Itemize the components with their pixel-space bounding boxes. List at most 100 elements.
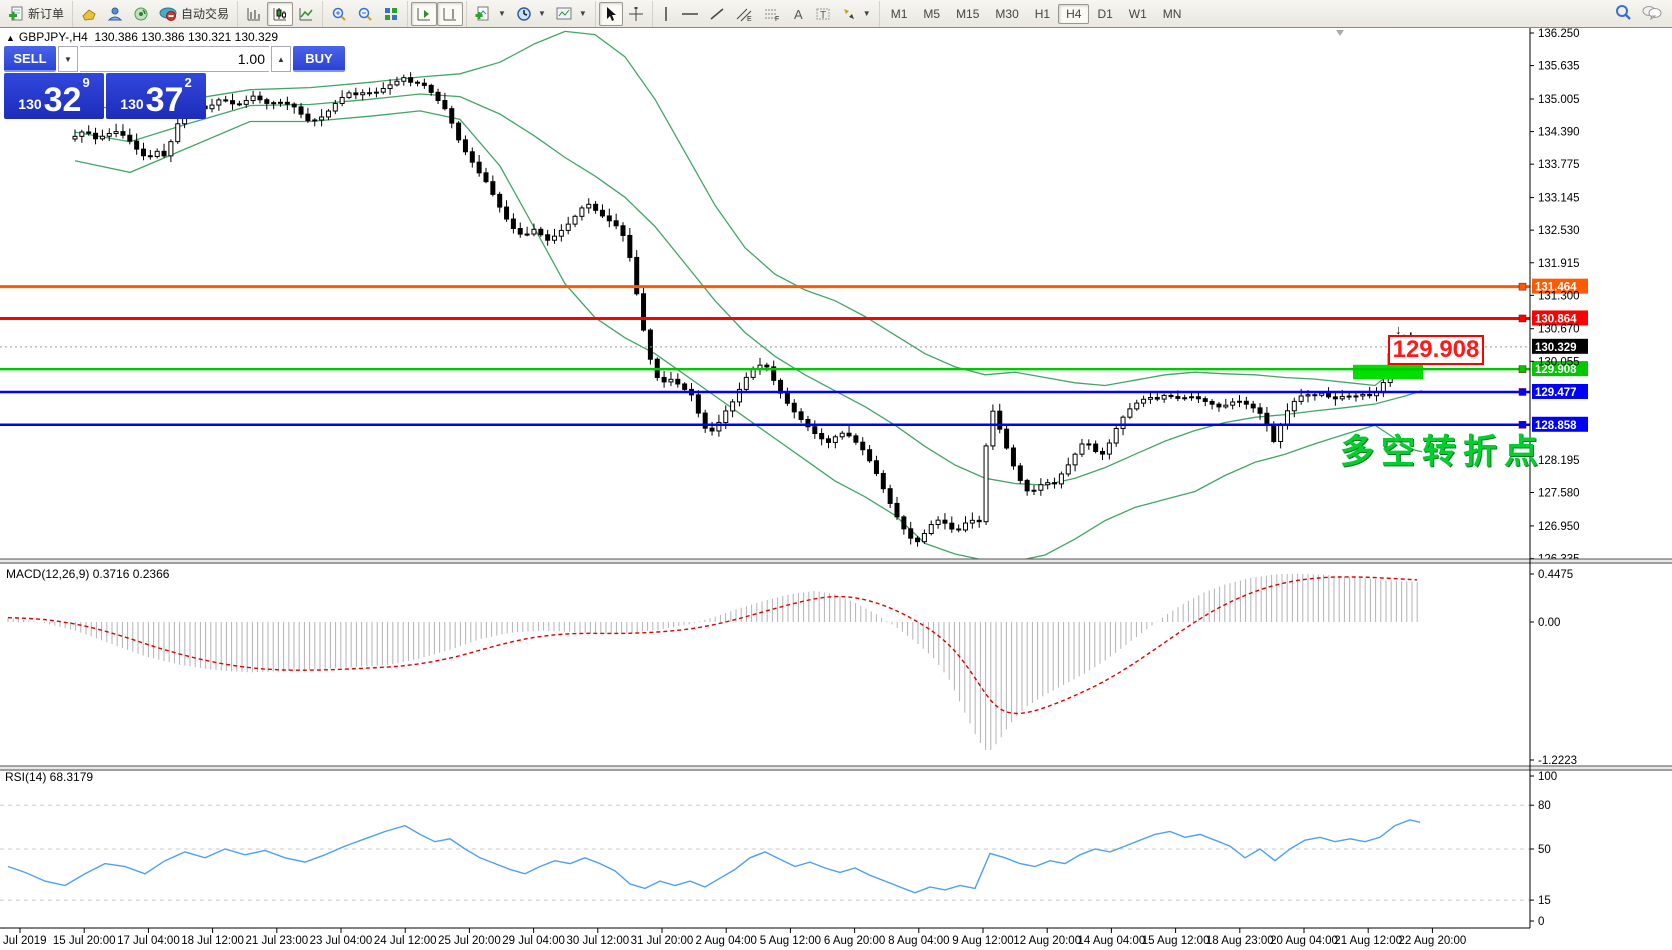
tf-w1[interactable]: W1 <box>1128 6 1147 21</box>
layout-button[interactable] <box>76 2 102 26</box>
tf-m15[interactable]: M15 <box>956 6 980 21</box>
pane-splitter[interactable] <box>0 559 1672 564</box>
support-zone-rect[interactable] <box>1353 364 1423 380</box>
sell-price-point: 9 <box>82 75 90 90</box>
vertical-line-button[interactable] <box>656 2 676 26</box>
candle-body <box>120 131 126 136</box>
candle-body <box>1004 428 1010 449</box>
tf-h4[interactable]: H4 <box>1058 3 1090 24</box>
time-axis-label: 17 Jul 04:00 <box>117 935 180 947</box>
candle-body <box>1230 401 1236 406</box>
profile-button[interactable] <box>102 2 128 26</box>
tf-m30[interactable]: M30 <box>995 6 1019 21</box>
arrows-button[interactable]: ▼ <box>836 2 876 26</box>
candle-body <box>1010 447 1016 467</box>
chat-icon[interactable] <box>1642 4 1662 23</box>
trendline-button[interactable] <box>704 2 730 26</box>
candle-body <box>572 215 578 225</box>
volume-decrease-button[interactable]: ▼ <box>58 46 78 72</box>
periods-button[interactable]: ▼ <box>511 2 551 26</box>
price-axis-label: 127.580 <box>1538 488 1580 500</box>
time-axis-label: 30 Jul 12:00 <box>566 935 629 947</box>
zoom-in-button[interactable] <box>326 2 352 26</box>
candle-body <box>1243 400 1249 405</box>
line-anchor-marker <box>1518 282 1527 291</box>
tile-windows-button[interactable] <box>378 2 404 26</box>
candle-body <box>613 220 619 227</box>
chart-header: ▲ GBPJPY-,H4 130.386 130.386 130.321 130.… <box>6 30 278 44</box>
tf-m1[interactable]: M1 <box>890 6 908 21</box>
zoom-out-button[interactable] <box>352 2 378 26</box>
fibonacci-button[interactable]: F <box>758 2 786 26</box>
horizontal-line-button[interactable] <box>676 2 704 26</box>
candle-body <box>805 418 811 428</box>
new-order-icon <box>8 6 24 22</box>
candle-body <box>709 427 715 432</box>
candle-body <box>510 218 516 230</box>
price-axis-label: 131.300 <box>1538 290 1580 302</box>
candle-body <box>832 436 838 443</box>
candle-body <box>168 141 174 157</box>
tf-h1[interactable]: H1 <box>1034 6 1051 21</box>
collapse-quote-panel-icon[interactable]: ▲ <box>6 33 15 43</box>
macd-axis-label: 0.4475 <box>1538 569 1573 581</box>
auto-scroll-button[interactable] <box>411 1 438 26</box>
bar-chart-button[interactable] <box>241 2 267 26</box>
autotrading-icon <box>159 6 177 22</box>
candle-body <box>147 155 153 158</box>
price-axis-label: 128.195 <box>1538 455 1580 467</box>
price-tag-label: 129.908 <box>1535 364 1577 376</box>
search-icon[interactable] <box>1615 4 1632 24</box>
templates-button[interactable]: ▼ <box>551 2 592 26</box>
autotrading-button[interactable]: 自动交易 <box>154 2 234 26</box>
candle-body <box>1182 397 1188 400</box>
price-callout-box[interactable]: 129.908 <box>1388 335 1484 365</box>
rsi-indicator-label: RSI(14) 68.3179 <box>5 770 94 784</box>
candle-body <box>764 364 770 368</box>
candle-body <box>1360 393 1366 397</box>
price-axis-label: 135.005 <box>1538 94 1580 106</box>
crosshair-button[interactable] <box>623 2 649 26</box>
indicators-button[interactable]: ▼ <box>470 2 511 26</box>
cursor-button[interactable] <box>598 1 623 26</box>
volume-increase-button[interactable]: ▲ <box>271 46 291 72</box>
pane-splitter[interactable] <box>0 766 1672 771</box>
signal-button[interactable] <box>128 2 154 26</box>
buy-button[interactable]: BUY <box>293 46 345 72</box>
candle-body <box>1141 398 1147 404</box>
chart-mark[interactable]: ↓ <box>1395 322 1402 337</box>
candle-body <box>1120 416 1126 429</box>
chart-shift-button[interactable] <box>437 1 464 26</box>
candle-body <box>346 92 352 98</box>
macd-axis-label: -1.2223 <box>1538 755 1577 767</box>
candle-body <box>736 388 742 403</box>
line-chart-button[interactable] <box>293 2 319 26</box>
time-axis-label: 15 Jul 20:00 <box>53 935 116 947</box>
candle-body <box>456 122 462 141</box>
tf-d1[interactable]: D1 <box>1097 6 1113 21</box>
new-order-button[interactable]: 新订单 <box>3 2 69 26</box>
candle-body <box>538 228 544 236</box>
zoom-in-icon <box>331 6 347 22</box>
sell-price[interactable]: 130 32 9 <box>4 73 104 119</box>
fibonacci-icon: F <box>763 6 781 22</box>
volume-input[interactable] <box>80 46 269 72</box>
text-button[interactable]: A <box>786 2 810 26</box>
turning-point-annotation[interactable]: 多空转折点 <box>1340 433 1545 471</box>
periods-caret: ▼ <box>537 9 546 18</box>
sell-button[interactable]: SELL <box>4 46 56 72</box>
price-axis[interactable]: 136.250 135.635 135.005 134.390 133.775 133.1… <box>1530 28 1580 565</box>
equidistant-channel-button[interactable]: E <box>730 2 758 26</box>
candle-body <box>325 110 331 118</box>
text-label-button[interactable]: T <box>810 2 836 26</box>
tf-mn[interactable]: MN <box>1162 6 1182 21</box>
candle-body <box>394 80 400 86</box>
candle-body <box>1100 451 1105 455</box>
candlestick-chart-button[interactable] <box>267 1 294 26</box>
buy-price[interactable]: 130 37 2 <box>106 73 206 119</box>
price-axis-label: 133.145 <box>1538 193 1580 205</box>
candle-body <box>695 394 701 414</box>
candle-body <box>1195 396 1201 400</box>
tf-m5[interactable]: M5 <box>923 6 941 21</box>
